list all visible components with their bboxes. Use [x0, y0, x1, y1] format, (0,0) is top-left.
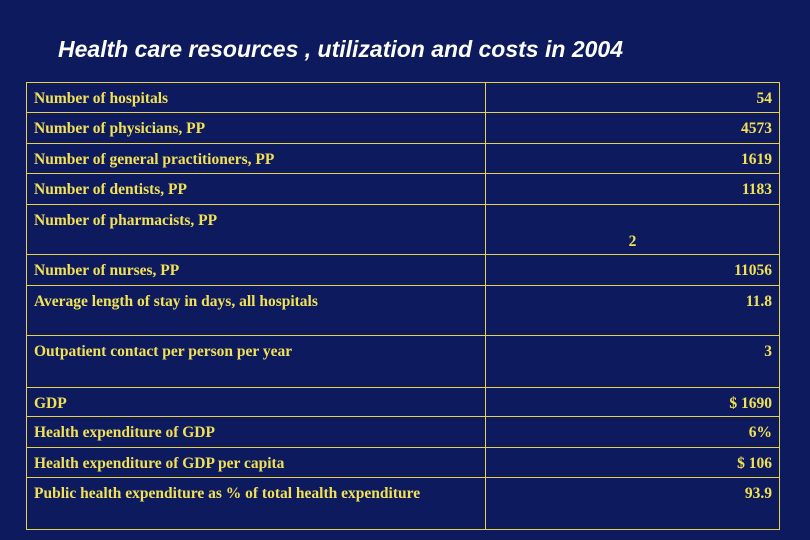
table-row: Number of physicians, PP 4573: [26, 112, 780, 144]
row-value-physicians: 4573: [485, 112, 780, 144]
row-label-dentists: Number of dentists, PP: [26, 173, 486, 205]
table-row: Health expenditure of GDP per capita $ 1…: [26, 447, 780, 478]
table-row: Outpatient contact per person per year 3: [26, 335, 780, 388]
table-row: Number of nurses, PP 11056: [26, 254, 780, 286]
row-label-outpatient-contact: Outpatient contact per person per year: [26, 335, 486, 388]
row-label-gdp: GDP: [26, 387, 486, 417]
row-value-hospitals: 54: [485, 82, 780, 113]
row-label-public-health-expenditure: Public health expenditure as % of total …: [26, 477, 486, 530]
row-value-length-of-stay: 11.8: [485, 285, 780, 336]
row-value-dentists: 1183: [485, 173, 780, 205]
row-label-pharmacists: Number of pharmacists, PP: [26, 204, 486, 255]
table-row: GDP $ 1690: [26, 387, 780, 417]
row-value-gdp: $ 1690: [485, 387, 780, 417]
row-label-nurses: Number of nurses, PP: [26, 254, 486, 286]
row-value-outpatient-contact: 3: [485, 335, 780, 388]
table-row: Average length of stay in days, all hosp…: [26, 285, 780, 336]
table-row: Number of general practitioners, PP 1619: [26, 143, 780, 174]
row-label-physicians: Number of physicians, PP: [26, 112, 486, 144]
row-value-health-expenditure: 6%: [485, 416, 780, 448]
row-value-general-practitioners: 1619: [485, 143, 780, 174]
row-label-general-practitioners: Number of general practitioners, PP: [26, 143, 486, 174]
row-label-health-expenditure: Health expenditure of GDP: [26, 416, 486, 448]
row-label-length-of-stay: Average length of stay in days, all hosp…: [26, 285, 486, 336]
health-stats-table: Number of hospitals 54 Number of physici…: [26, 82, 780, 530]
row-value-nurses: 11056: [485, 254, 780, 286]
row-value-health-expenditure-per-capita: $ 106: [485, 447, 780, 478]
row-label-health-expenditure-per-capita: Health expenditure of GDP per capita: [26, 447, 486, 478]
row-value-public-health-expenditure: 93.9: [485, 477, 780, 530]
table-row: Number of pharmacists, PP 2: [26, 204, 780, 255]
row-value-pharmacists: 2: [485, 204, 780, 255]
slide-title: Health care resources , utilization and …: [58, 36, 623, 62]
table-row: Number of dentists, PP 1183: [26, 173, 780, 205]
table-row: Number of hospitals 54: [26, 82, 780, 113]
row-label-hospitals: Number of hospitals: [26, 82, 486, 113]
table-row: Public health expenditure as % of total …: [26, 477, 780, 530]
table-row: Health expenditure of GDP 6%: [26, 416, 780, 448]
